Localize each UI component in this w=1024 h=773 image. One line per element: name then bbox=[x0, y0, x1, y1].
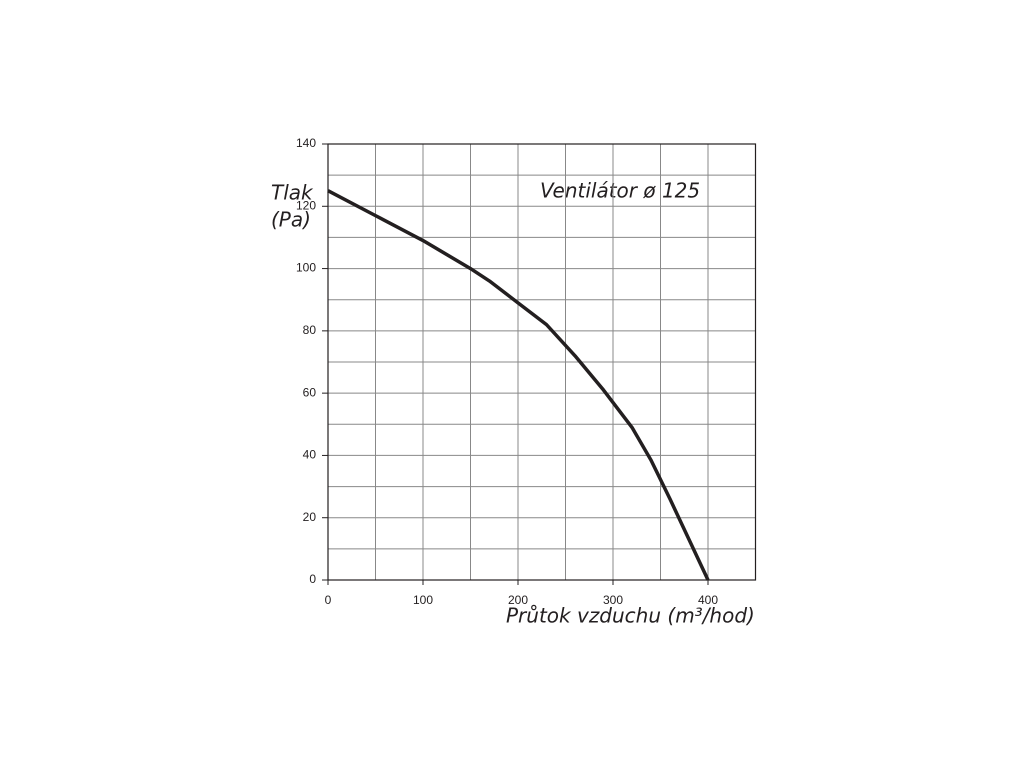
y-tick-label: 140 bbox=[296, 136, 316, 150]
line bbox=[327, 189, 710, 581]
y-tick-label: 0 bbox=[309, 572, 316, 586]
y-tick-label: 60 bbox=[303, 385, 317, 399]
plot-frame bbox=[327, 143, 757, 581]
y-tick-label: 100 bbox=[296, 261, 316, 275]
y-tick-label: 40 bbox=[303, 448, 317, 462]
y-axis-label: (Pa) bbox=[271, 208, 311, 232]
x-tick-label: 300 bbox=[603, 593, 623, 607]
x-tick-label: 100 bbox=[413, 593, 433, 607]
x-tick-label: 200 bbox=[508, 593, 528, 607]
y-tick-label: 20 bbox=[303, 510, 317, 524]
x-axis-label: Průtok vzduchu (m³/hod) bbox=[506, 604, 755, 628]
x-tick-label: 400 bbox=[698, 593, 718, 607]
chart-title: Ventilátor ø 125 bbox=[540, 179, 700, 203]
y-tick-label: 120 bbox=[296, 198, 316, 212]
y-tick-label: 80 bbox=[303, 323, 317, 337]
x-tick-label: 0 bbox=[325, 593, 332, 607]
y-axis-label: Tlak bbox=[271, 181, 314, 205]
